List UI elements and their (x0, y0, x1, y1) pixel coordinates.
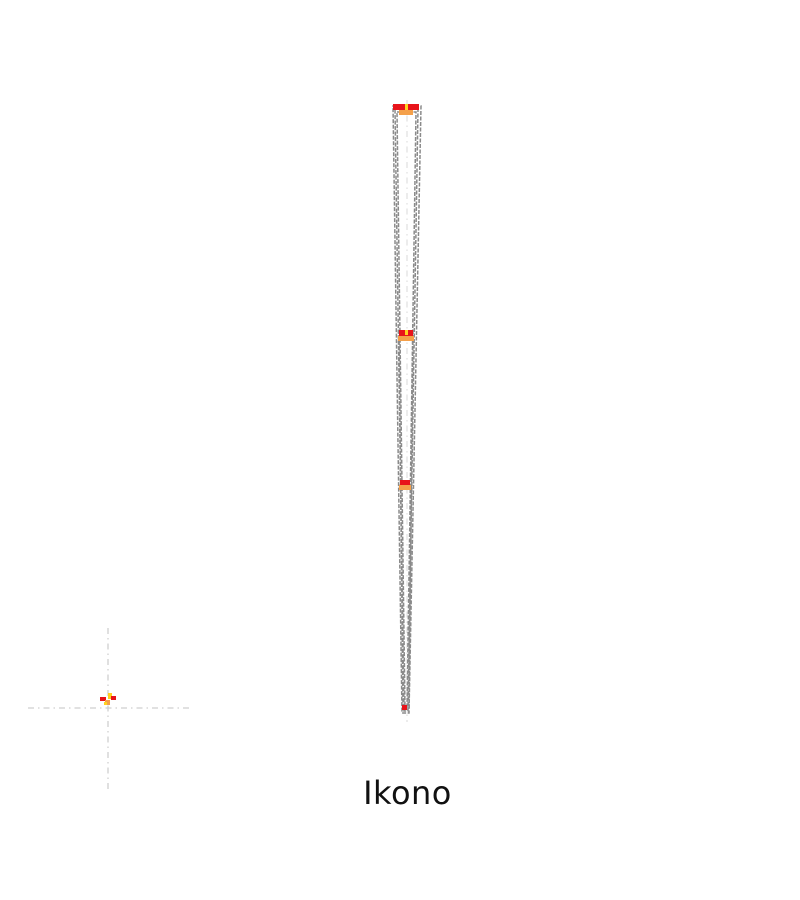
origin-marker (100, 693, 116, 705)
marker-upper-middle (398, 330, 414, 341)
origin-marker-part (108, 693, 112, 699)
tapered-shape-left-edge (398, 329, 404, 709)
marker-top-highlight (405, 104, 408, 110)
origin-marker-part (105, 700, 110, 705)
marker-upper-middle-highlight (405, 330, 408, 335)
marker-upper-middle-base (398, 336, 414, 341)
marker-lower-middle-bar (400, 480, 410, 485)
marker-lower-middle (399, 480, 411, 490)
marker-top (393, 104, 419, 115)
marker-bottom (402, 705, 407, 710)
marker-bottom-dot (402, 705, 407, 710)
marker-top-base (399, 110, 413, 115)
marker-lower-middle-base (399, 485, 411, 490)
caption-label: Ikono (363, 774, 452, 812)
tapered-shape-outline-middle (394, 108, 419, 712)
tapered-shape-right-edge (408, 329, 414, 709)
origin-crosshair (28, 628, 190, 790)
origin-marker-part (104, 702, 107, 705)
origin-marker-part (100, 697, 106, 701)
origin-marker-part (111, 696, 116, 700)
